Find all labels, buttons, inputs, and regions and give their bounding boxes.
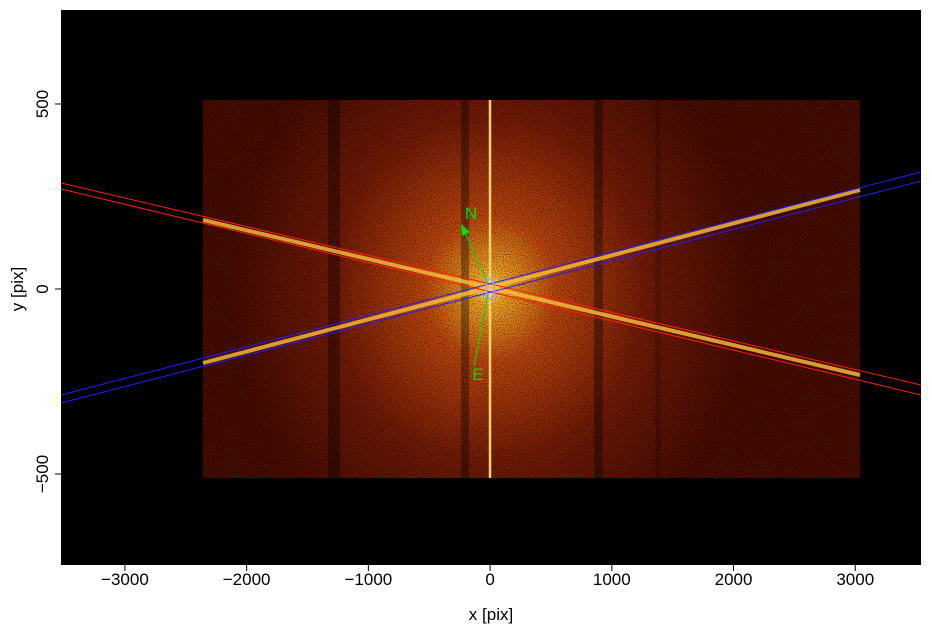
x-tick-label: 1000 xyxy=(593,570,631,589)
x-tick-label: 2000 xyxy=(715,570,753,589)
y-tick-label: −500 xyxy=(33,455,52,493)
y-tick-label: 0 xyxy=(33,284,52,293)
x-tick-label: 0 xyxy=(485,570,494,589)
annotation: N xyxy=(465,204,477,223)
y-tick-label: 500 xyxy=(33,90,52,118)
x-axis-label: x [pix] xyxy=(469,605,513,624)
x-tick-label: 3000 xyxy=(836,570,874,589)
image: N E xyxy=(61,10,921,565)
x-tick-label: −1000 xyxy=(344,570,392,589)
y-axis-label: y [pix] xyxy=(8,267,27,311)
x-tick-label: −3000 xyxy=(101,570,149,589)
x-tick-label: −2000 xyxy=(223,570,271,589)
annotation: E xyxy=(472,365,483,384)
